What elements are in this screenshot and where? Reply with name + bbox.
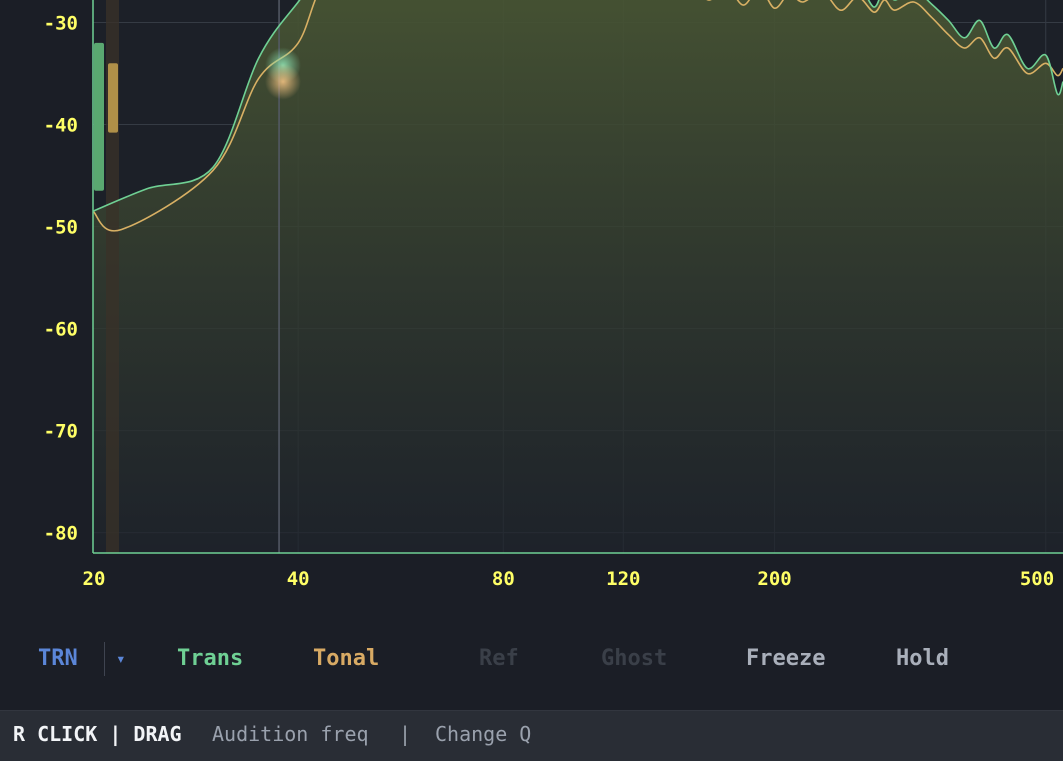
spectrum-fill	[93, 0, 1063, 553]
meter-track	[106, 0, 119, 553]
x-tick-label: 120	[606, 568, 640, 590]
spectrum-plot[interactable]: -30 -40 -50 -60 -70 -80 20 40 80 120 200 500	[0, 0, 1063, 620]
toggle-bar: TRN ▾ Trans Tonal Ref Ghost Freeze Hold	[0, 640, 1063, 680]
toggle-trans[interactable]: Trans	[177, 646, 244, 671]
toggle-ref[interactable]: Ref	[479, 646, 519, 671]
trans-curve	[93, 0, 1063, 212]
status-divider: |	[399, 722, 412, 746]
status-bar: R CLICK | DRAG Audition freq | Change Q	[0, 710, 1063, 761]
y-tick-label: -30	[44, 12, 78, 34]
status-keys: R CLICK | DRAG	[13, 722, 182, 746]
y-tick-labels: -30 -40 -50 -60 -70 -80	[44, 12, 78, 544]
tonal-curve	[93, 0, 1063, 232]
y-tick-label: -80	[44, 523, 78, 545]
x-tick-labels: 20 40 80 120 200 500	[83, 568, 1055, 590]
y-tick-label: -70	[44, 421, 78, 443]
meter-tonal	[108, 63, 118, 133]
tonal-marker[interactable]	[264, 63, 301, 100]
y-tick-label: -40	[44, 114, 78, 136]
mode-dropdown-icon[interactable]: ▾	[116, 649, 126, 668]
x-tick-label: 200	[757, 568, 791, 590]
meter-trans	[94, 42, 104, 191]
status-action-q: Change Q	[435, 722, 532, 746]
x-tick-label: 500	[1020, 568, 1054, 590]
y-tick-label: -60	[44, 319, 78, 341]
toggle-hold[interactable]: Hold	[896, 646, 949, 671]
mode-button[interactable]: TRN	[38, 646, 78, 671]
x-tick-label: 80	[492, 568, 515, 590]
toggle-ghost[interactable]: Ghost	[601, 646, 668, 671]
y-tick-label: -50	[44, 217, 78, 239]
toggle-separator	[104, 642, 105, 676]
x-tick-label: 40	[287, 568, 310, 590]
x-tick-label: 20	[83, 568, 106, 590]
status-action-audition: Audition freq	[212, 722, 369, 746]
toggle-freeze[interactable]: Freeze	[746, 646, 826, 671]
toggle-tonal[interactable]: Tonal	[313, 646, 380, 671]
